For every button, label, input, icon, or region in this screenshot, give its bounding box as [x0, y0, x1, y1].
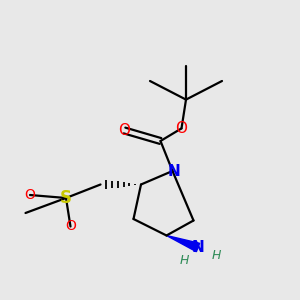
Text: O: O: [65, 220, 76, 233]
Text: H: H: [211, 249, 221, 262]
Polygon shape: [167, 236, 200, 252]
Text: N: N: [192, 240, 204, 255]
Text: N: N: [168, 164, 180, 178]
Text: H: H: [180, 254, 189, 268]
Text: O: O: [118, 123, 130, 138]
Text: O: O: [176, 121, 188, 136]
Text: O: O: [25, 188, 35, 202]
Text: S: S: [60, 189, 72, 207]
